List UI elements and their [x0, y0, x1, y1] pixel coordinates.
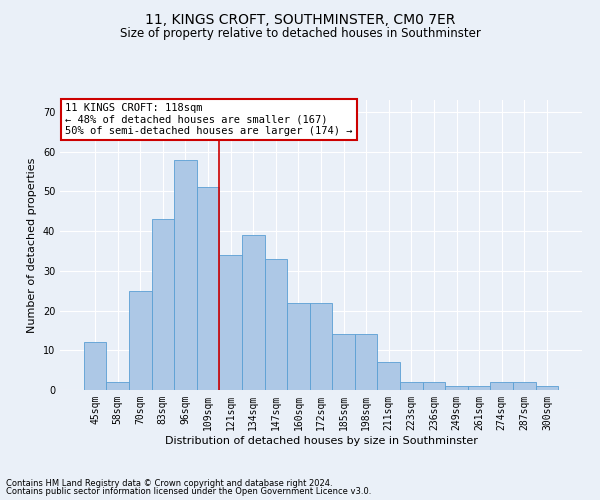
Text: Contains HM Land Registry data © Crown copyright and database right 2024.: Contains HM Land Registry data © Crown c…	[6, 478, 332, 488]
Bar	[355, 334, 377, 390]
Bar	[490, 382, 513, 390]
Bar	[536, 386, 558, 390]
Bar	[445, 386, 468, 390]
Bar	[84, 342, 106, 390]
Y-axis label: Number of detached properties: Number of detached properties	[27, 158, 37, 332]
Bar	[332, 334, 355, 390]
Bar	[242, 235, 265, 390]
Bar	[310, 302, 332, 390]
Bar	[287, 302, 310, 390]
X-axis label: Distribution of detached houses by size in Southminster: Distribution of detached houses by size …	[164, 436, 478, 446]
Bar	[106, 382, 129, 390]
Bar	[220, 255, 242, 390]
Bar	[468, 386, 490, 390]
Bar	[174, 160, 197, 390]
Bar	[265, 259, 287, 390]
Bar	[513, 382, 536, 390]
Bar	[400, 382, 422, 390]
Bar	[422, 382, 445, 390]
Text: 11, KINGS CROFT, SOUTHMINSTER, CM0 7ER: 11, KINGS CROFT, SOUTHMINSTER, CM0 7ER	[145, 12, 455, 26]
Text: 11 KINGS CROFT: 118sqm
← 48% of detached houses are smaller (167)
50% of semi-de: 11 KINGS CROFT: 118sqm ← 48% of detached…	[65, 103, 353, 136]
Bar	[197, 188, 220, 390]
Bar	[377, 362, 400, 390]
Bar	[129, 290, 152, 390]
Text: Contains public sector information licensed under the Open Government Licence v3: Contains public sector information licen…	[6, 487, 371, 496]
Text: Size of property relative to detached houses in Southminster: Size of property relative to detached ho…	[119, 28, 481, 40]
Bar	[152, 219, 174, 390]
